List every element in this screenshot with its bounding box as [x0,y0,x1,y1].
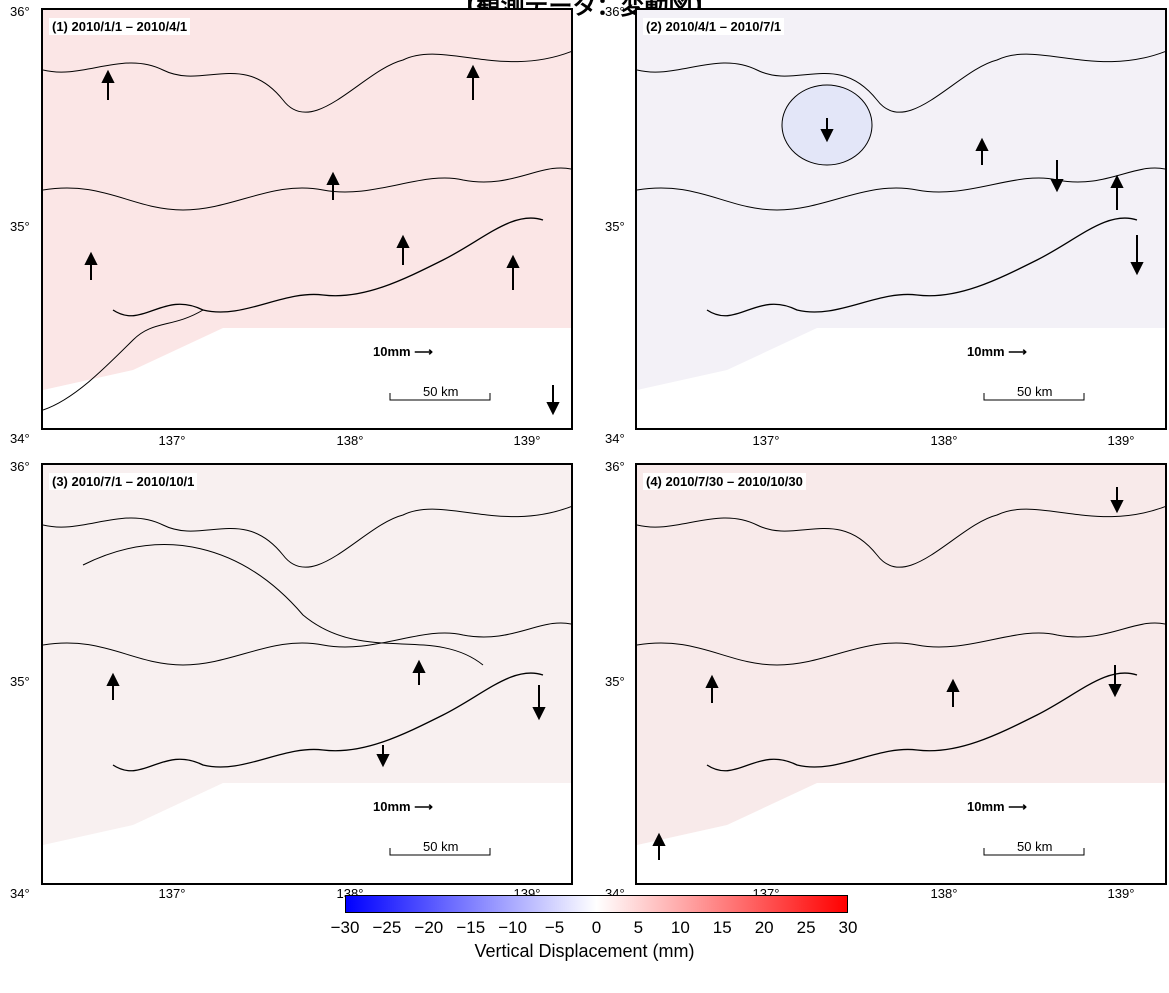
lat-label: 35° [10,674,30,689]
colorbar-tick: 30 [838,918,858,937]
lon-label: 137° [158,433,186,448]
colorbar-tick: 15 [712,918,732,937]
distance-scale: 50 km [423,384,459,399]
lat-label: 36° [10,4,30,19]
vector-scale: 10mm ⟶ [967,344,1027,359]
colorbar [345,895,848,913]
colorbar-tick: −15 [456,918,486,937]
lat-label: 34° [605,431,625,446]
lon-label: 138° [930,433,958,448]
map-canvas [637,465,1165,883]
lat-label: 35° [605,674,625,689]
distance-scale: 50 km [423,839,459,854]
vector-scale: 10mm ⟶ [373,344,433,359]
colorbar-tick: −25 [372,918,402,937]
lat-label: 35° [605,219,625,234]
map-panel-3: (3) 2010/7/1 – 2010/10/1 10mm ⟶ 50 km [41,463,573,885]
map-canvas [43,10,571,428]
lat-label: 36° [10,459,30,474]
lat-label: 36° [605,4,625,19]
vector-scale: 10mm ⟶ [373,799,433,814]
map-canvas [637,10,1165,428]
lat-label: 36° [605,459,625,474]
vector-scale: 10mm ⟶ [967,799,1027,814]
colorbar-tick: 10 [670,918,690,937]
colorbar-tick: 25 [796,918,816,937]
distance-scale: 50 km [1017,839,1053,854]
lon-label: 137° [752,433,780,448]
lat-label: 34° [10,431,30,446]
colorbar-tick: 20 [754,918,774,937]
map-panel-1: (1) 2010/1/1 – 2010/4/1 10mm ⟶ 50 km [41,8,573,430]
panel-label: (4) 2010/7/30 – 2010/10/30 [643,473,806,490]
lat-label: 35° [10,219,30,234]
panel-label: (2) 2010/4/1 – 2010/7/1 [643,18,785,35]
colorbar-label: Vertical Displacement (mm) [474,941,695,961]
lon-label: 138° [930,886,958,901]
map-panel-2: (2) 2010/4/1 – 2010/7/1 10mm ⟶ 50 km [635,8,1167,430]
lon-label: 138° [336,433,364,448]
colorbar-tick: −10 [498,918,528,937]
colorbar-tick: 0 [591,918,602,937]
panel-label: (3) 2010/7/1 – 2010/10/1 [49,473,198,490]
map-canvas [43,465,571,883]
map-panel-4: (4) 2010/7/30 – 2010/10/30 10mm ⟶ 50 km [635,463,1167,885]
lon-label: 139° [1107,886,1135,901]
distance-scale: 50 km [1017,384,1053,399]
colorbar-tick: −30 [330,918,360,937]
lon-label: 137° [158,886,186,901]
lon-label: 139° [513,433,541,448]
lat-label: 34° [10,886,30,901]
colorbar-tick: −20 [414,918,444,937]
colorbar-tick: 5 [633,918,644,937]
lon-label: 139° [1107,433,1135,448]
panel-label: (1) 2010/1/1 – 2010/4/1 [49,18,191,35]
colorbar-tick: −5 [544,918,565,937]
